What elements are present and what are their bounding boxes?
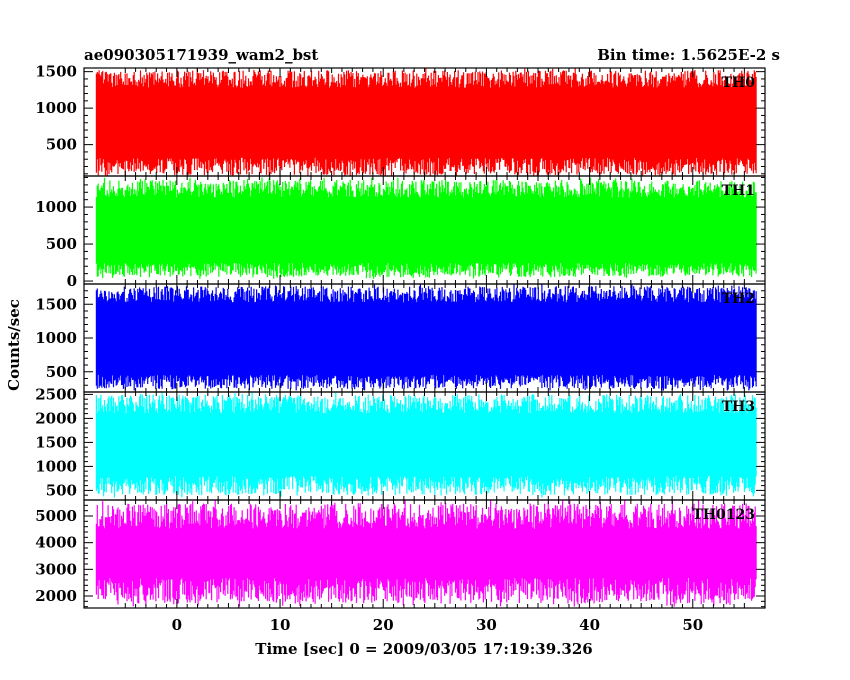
y-tick-label: 0 xyxy=(67,272,77,290)
panel-th0: 500 1000 1500 TH0 xyxy=(35,63,766,177)
panel-th1: 0 500 1000 TH1 xyxy=(35,175,766,290)
x-axis-label: Time [sec] 0 = 2009/03/05 17:19:39.326 xyxy=(255,640,592,658)
panel-label: TH0 xyxy=(722,75,756,91)
y-tick-label: 2000 xyxy=(35,587,77,605)
x-tick-label: 50 xyxy=(682,616,703,634)
y-tick-label: 1500 xyxy=(35,63,77,81)
x-axis: 0 10 20 30 40 50 xyxy=(172,616,704,634)
y-tick-label: 1000 xyxy=(35,198,77,216)
y-tick-label: 5000 xyxy=(35,507,77,525)
y-tick-label: 500 xyxy=(46,481,77,499)
series-th3-curve xyxy=(95,392,757,498)
y-tick-label: 500 xyxy=(46,363,77,381)
y-tick-label: 500 xyxy=(46,235,77,253)
series-th1-curve xyxy=(95,177,757,279)
panel-th2: 500 1000 1500 TH2 xyxy=(35,283,766,393)
y-tick-label: 1000 xyxy=(35,99,77,117)
panel-label: TH0123 xyxy=(692,507,755,523)
x-tick-label: 30 xyxy=(476,616,497,634)
bin-time-label: Bin time: 1.5625E-2 s xyxy=(597,46,780,64)
y-axis-label: Counts/sec xyxy=(5,299,23,391)
y-tick-label: 1500 xyxy=(35,433,77,451)
y-tick-label: 1000 xyxy=(35,457,77,475)
panel-th3: 500 1000 1500 2000 2500 TH3 xyxy=(35,385,766,501)
y-tick-label: 1500 xyxy=(35,295,77,313)
series-th2-curve xyxy=(95,284,757,391)
y-tick-label: 2500 xyxy=(35,385,77,403)
panel-th0123: 2000 3000 4000 5000 TH0123 xyxy=(35,499,766,609)
x-tick-label: 0 xyxy=(172,616,182,634)
y-tick-label: 4000 xyxy=(35,534,77,552)
series-th0-curve xyxy=(95,68,757,176)
y-tick-label: 3000 xyxy=(35,560,77,578)
panel-label: TH1 xyxy=(722,183,755,199)
y-tick-label: 1000 xyxy=(35,329,77,347)
panel-label: TH3 xyxy=(722,399,755,415)
plot-title: ae090305171939_wam2_bst xyxy=(84,46,318,64)
y-tick-label: 2000 xyxy=(35,409,77,427)
y-tick-label: 500 xyxy=(46,136,77,154)
x-tick-label: 40 xyxy=(579,616,600,634)
panel-label: TH2 xyxy=(722,291,755,307)
x-tick-label: 20 xyxy=(373,616,394,634)
x-tick-label: 10 xyxy=(270,616,291,634)
series-th0123-curve xyxy=(95,500,757,607)
